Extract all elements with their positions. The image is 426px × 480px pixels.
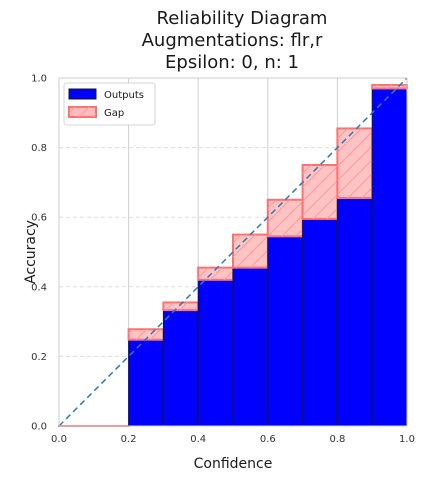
gap-bar-hatch: [233, 234, 268, 268]
output-bar: [128, 339, 164, 427]
x-tick-label: 0.6: [260, 434, 276, 445]
x-tick-label: 1.0: [399, 434, 415, 445]
bars: [58, 83, 409, 428]
x-tick-label: 0.8: [329, 434, 345, 445]
output-bar: [267, 235, 304, 427]
output-bar: [371, 87, 408, 427]
legend-swatch-outputs: [68, 88, 97, 100]
diagonal-line: [58, 77, 408, 427]
y-tick-labels: 0.0 0.2 0.4 0.6 0.8 1.0: [31, 74, 47, 433]
output-bar: [162, 309, 199, 427]
x-tick-label: 0.4: [190, 434, 206, 445]
gap-bar-hatch: [198, 267, 233, 280]
y-tick-label: 0.2: [31, 352, 47, 363]
y-tick-label: 1.0: [31, 74, 47, 85]
x-axis-label: Confidence: [194, 456, 273, 472]
output-bar: [232, 267, 269, 427]
y-tick-label: 0.4: [31, 282, 47, 293]
output-bar: [336, 197, 373, 427]
gap-bar-hatch: [128, 329, 164, 340]
y-tick-label: 0.6: [31, 213, 47, 224]
plot-frame: [58, 77, 408, 427]
x-tick-label: 0.0: [51, 434, 67, 445]
legend-label-outputs: Outputs: [104, 90, 144, 101]
chart-title-line-3: Epsilon: 0, n: 1: [165, 52, 299, 73]
x-tick-labels: 0.0 0.2 0.4 0.6 0.8 1.0: [51, 434, 415, 445]
y-tick-label: 0.0: [31, 422, 47, 433]
gap-bar-hatch: [267, 199, 303, 237]
gap-bar-hatch: [163, 302, 199, 311]
gap-bar-hatch: [337, 128, 373, 199]
y-tick-label: 0.8: [31, 143, 47, 154]
gap-bar-hatch: [302, 165, 338, 219]
legend: Outputs Gap: [63, 82, 156, 126]
chart-title-line-1: Reliability Diagram: [157, 8, 328, 29]
perfect-calibration-line: [58, 77, 408, 427]
legend-label-gap: Gap: [104, 108, 124, 119]
legend-swatch-gap-hatch: [69, 107, 96, 117]
gap-bar-hatch: [372, 84, 407, 89]
x-tick-label: 0.2: [121, 434, 137, 445]
output-bar: [302, 218, 338, 427]
chart-title-line-2: Augmentations: flr,r: [142, 30, 323, 51]
output-bar: [197, 279, 234, 427]
y-axis-label: Accuracy: [23, 220, 39, 284]
